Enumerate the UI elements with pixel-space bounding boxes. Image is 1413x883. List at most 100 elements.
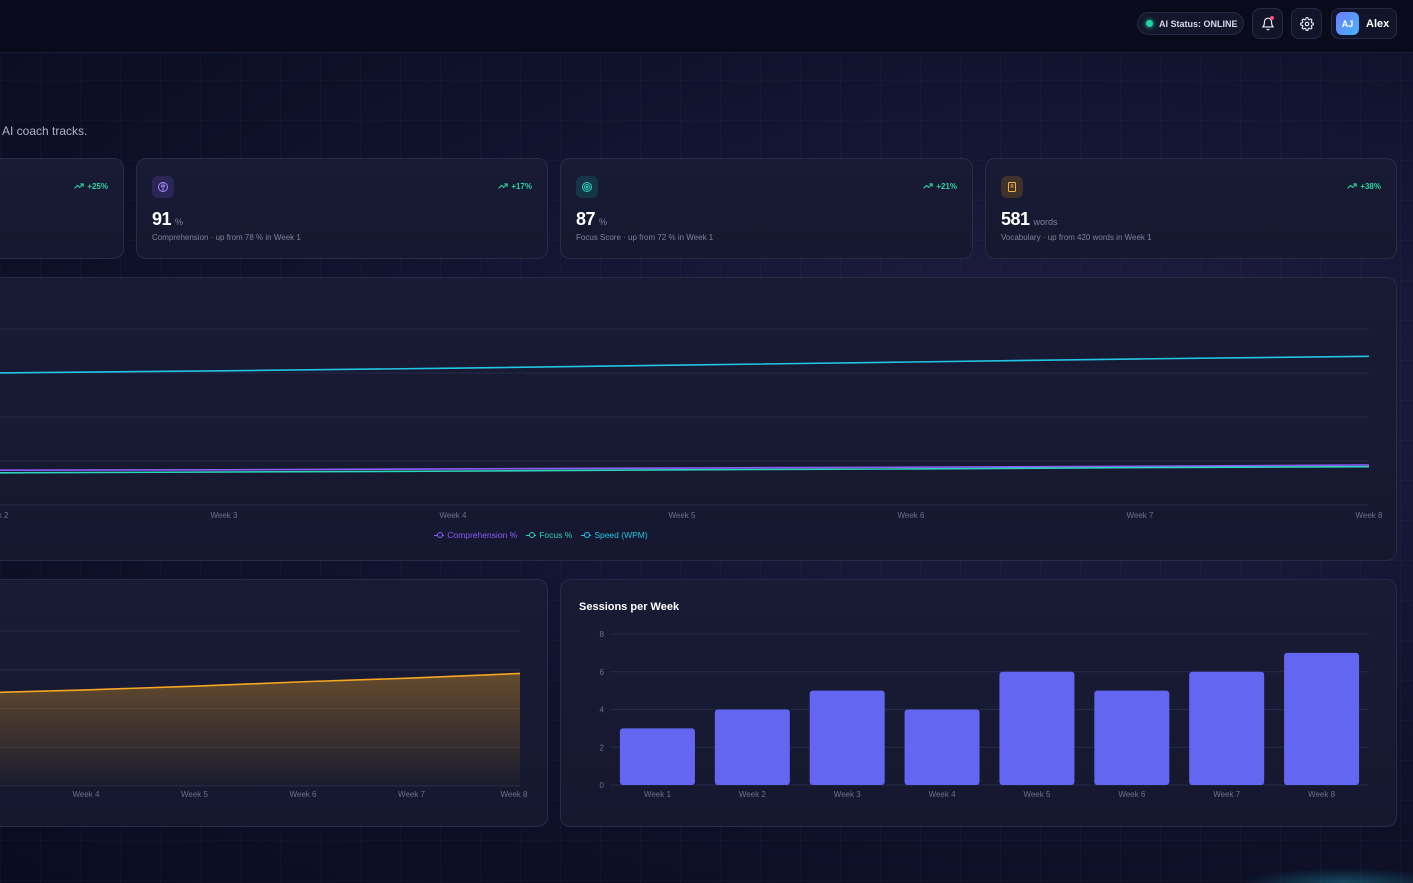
y-tick-label: 6 — [600, 668, 605, 677]
trend-value: +21% — [936, 181, 957, 191]
legend-marker — [434, 532, 445, 538]
legend-label: Comprehension % — [447, 530, 518, 540]
trending-up-icon — [923, 183, 933, 189]
x-tick-label: Week 4 — [73, 790, 101, 799]
legend-marker — [581, 532, 592, 538]
x-tick-label: Week 4 — [440, 511, 468, 520]
y-tick-label: 0 — [600, 781, 605, 790]
x-tick-label: Week 8 — [1356, 511, 1384, 520]
trend-value: +38% — [1360, 181, 1381, 191]
bottom-glow — [1240, 868, 1413, 883]
trend-badge: +38% — [1347, 181, 1381, 191]
bar — [809, 690, 885, 785]
stat-icon-box — [1001, 176, 1023, 198]
target-icon — [582, 182, 592, 192]
user-name: Alex — [1366, 17, 1390, 30]
trend-badge: +25% — [74, 181, 108, 191]
settings-button[interactable] — [1291, 8, 1322, 39]
x-tick-label: Week 8 — [1308, 790, 1336, 799]
stat-icon-box — [152, 176, 174, 198]
x-tick-label: Week 3 — [834, 790, 862, 799]
series-line-0 — [0, 464, 1370, 472]
stat-value-group: 581 words — [1001, 209, 1058, 230]
stat-value: 581 — [1001, 209, 1030, 229]
legend-label: Focus % — [539, 530, 573, 540]
area-fill — [0, 673, 520, 786]
stat-value: 91 — [152, 209, 172, 229]
stat-description: Vocabulary · up from 420 words in Week 1 — [1001, 233, 1152, 242]
x-tick-label: Week 5 — [1023, 790, 1051, 799]
legend-label: Speed (WPM) — [594, 530, 648, 540]
stat-card-speed: +25% — [0, 158, 124, 259]
trending-up-icon — [74, 183, 84, 189]
x-tick-label: Week 2 — [0, 511, 9, 520]
top-bar: AI Status: ONLINE AJ Alex — [0, 0, 1413, 53]
stat-unit: % — [175, 217, 184, 227]
stat-value-group: 91 % — [152, 209, 183, 230]
legend-item[interactable]: Focus % — [526, 530, 572, 540]
sessions-bar-chart: 0 2 4 6 8 Week 1 Week 2 Week 3 Week 4 Week 5 Week … — [600, 630, 1369, 799]
stat-value-group: 87 % — [576, 209, 607, 230]
user-menu-button[interactable]: AJ Alex — [1331, 8, 1397, 39]
x-tick-label: Week 5 — [181, 790, 209, 799]
trending-up-icon — [498, 183, 508, 189]
bar — [904, 709, 980, 785]
status-online-dot — [1146, 20, 1153, 27]
x-tick-label: Week 7 — [1213, 790, 1241, 799]
x-tick-label: Week 6 — [898, 511, 926, 520]
x-tick-label: Week 7 — [1127, 511, 1155, 520]
chart-legend: Comprehension % Focus % Speed (WPM) — [0, 530, 1082, 540]
stat-card-comprehension: +17% 91 % Comprehension · up from 78 % i… — [136, 158, 548, 259]
bar — [999, 671, 1075, 785]
notification-dot — [1270, 16, 1274, 20]
x-tick-label: Week 6 — [290, 790, 318, 799]
x-tick-label: Week 5 — [669, 511, 697, 520]
x-tick-label: Week 1 — [644, 790, 672, 799]
series-line-2 — [0, 355, 1370, 374]
page-subtitle: AI coach tracks. — [2, 124, 88, 138]
stat-unit: words — [1033, 217, 1058, 227]
trending-up-icon — [1347, 183, 1357, 189]
y-tick-label: 2 — [600, 743, 605, 752]
stat-card-vocabulary: +38% 581 words Vocabulary · up from 420 … — [985, 158, 1397, 259]
bar — [619, 728, 695, 785]
x-tick-label: Week 3 — [211, 511, 239, 520]
brain-icon — [158, 182, 168, 192]
progress-line-chart: Week 2 Week 3 Week 4 Week 5 Week 6 Week 7 Week… — [0, 328, 1384, 520]
stat-icon-box — [576, 176, 598, 198]
bar — [1094, 690, 1170, 785]
bar — [1189, 671, 1265, 785]
trend-badge: +21% — [923, 181, 957, 191]
progress-line-chart-card — [0, 277, 1397, 561]
stat-unit: % — [599, 217, 608, 227]
stat-value: 87 — [576, 209, 596, 229]
stat-description: Comprehension · up from 78 % in Week 1 — [152, 233, 301, 242]
book-icon — [1008, 182, 1016, 192]
trend-value: +17% — [511, 181, 532, 191]
chart-title: Sessions per Week — [579, 601, 680, 613]
y-tick-label: 4 — [600, 706, 605, 715]
gear-icon — [1299, 16, 1314, 31]
series-line-1 — [0, 465, 1370, 474]
stat-description: Focus Score · up from 72 % in Week 1 — [576, 233, 714, 242]
trend-value: +25% — [87, 181, 108, 191]
trend-badge: +17% — [498, 181, 532, 191]
x-tick-label: Week 8 — [501, 790, 529, 799]
x-tick-label: Week 4 — [929, 790, 957, 799]
ai-status-badge: AI Status: ONLINE — [1137, 12, 1244, 35]
x-tick-label: Week 2 — [739, 790, 767, 799]
notifications-button[interactable] — [1252, 8, 1283, 39]
avatar: AJ — [1336, 12, 1359, 35]
bar — [1284, 652, 1360, 785]
x-tick-label: Week 7 — [398, 790, 426, 799]
stat-card-focus: +21% 87 % Focus Score · up from 72 % in … — [560, 158, 973, 259]
legend-item[interactable]: Speed (WPM) — [581, 530, 648, 540]
ai-status-label: AI Status: ONLINE — [1159, 18, 1238, 29]
y-tick-label: 8 — [600, 630, 605, 639]
legend-item[interactable]: Comprehension % — [434, 530, 517, 540]
bar — [714, 709, 790, 785]
x-tick-label: Week 6 — [1118, 790, 1146, 799]
legend-marker — [526, 532, 537, 538]
bell-icon — [1261, 17, 1274, 30]
